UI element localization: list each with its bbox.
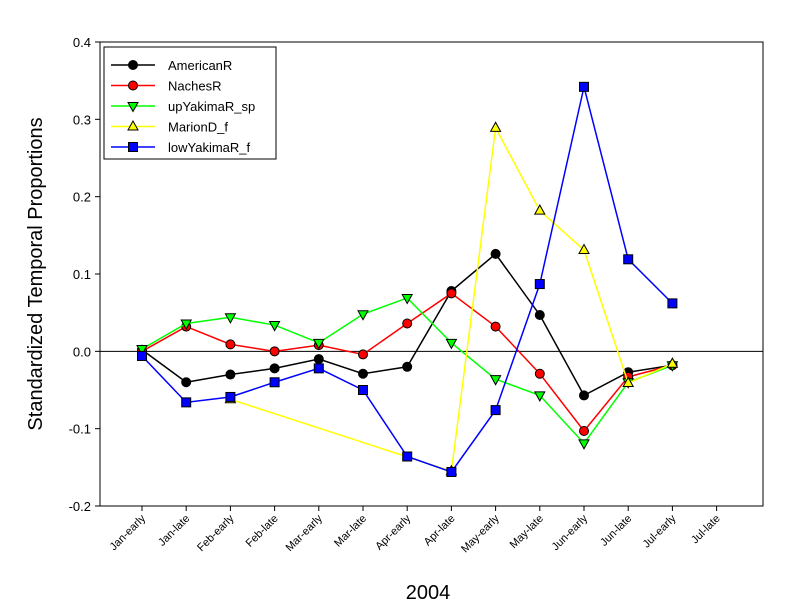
data-point (623, 254, 634, 265)
x-tick-label: May-late (508, 513, 546, 551)
legend-item: lowYakimaR_f (111, 140, 251, 155)
data-point (578, 243, 590, 255)
data-point (489, 375, 502, 386)
legend-marker (128, 60, 138, 70)
data-point (225, 369, 236, 380)
data-point (667, 298, 678, 309)
data-point (579, 81, 589, 92)
legend-label: NachesR (168, 79, 221, 94)
legend-marker (127, 102, 139, 113)
data-point (225, 339, 236, 350)
x-tick-label: Jun-late (598, 513, 634, 549)
y-tick-label: 0.4 (73, 35, 91, 50)
x-tick-label: Mar-early (284, 512, 326, 554)
data-point (534, 279, 545, 290)
data-point (312, 338, 325, 350)
data-point (489, 121, 502, 132)
legend-label: AmericanR (168, 58, 232, 73)
data-point (402, 451, 413, 462)
y-tick-label: 0.2 (73, 190, 91, 205)
legend-item: upYakimaR_sp (111, 99, 255, 114)
data-point (490, 248, 501, 259)
y-axis-title: Standardized Temporal Proportions (25, 117, 47, 430)
data-point (269, 363, 280, 374)
data-point (534, 309, 545, 320)
legend-marker (128, 80, 138, 91)
x-tick-label: Jan-early (108, 512, 149, 553)
data-point (137, 350, 147, 361)
data-point (533, 204, 546, 215)
y-axis: -0.2 -0.1 0.0 0.1 0.2 0.3 0.4 (69, 35, 100, 514)
data-point (181, 377, 192, 388)
x-tick-label: Jan-late (156, 513, 192, 549)
series-layer (136, 81, 679, 477)
data-point (402, 361, 413, 372)
data-point (268, 321, 281, 332)
data-point (445, 338, 458, 350)
x-tick-label: May-early (459, 512, 502, 555)
x-tick-label: Mar-late (332, 513, 369, 550)
data-point (534, 368, 545, 379)
legend-label: lowYakimaR_f (168, 140, 251, 155)
y-tick-label: 0.0 (73, 344, 91, 359)
data-point (358, 385, 368, 395)
data-point (225, 391, 236, 402)
data-point (579, 390, 589, 401)
y-tick-label: 0.1 (73, 267, 91, 282)
legend-label: upYakimaR_sp (168, 99, 255, 114)
data-point (446, 466, 457, 477)
legend-label: MarionD_f (168, 120, 228, 135)
legend-marker (127, 119, 139, 131)
x-axis-title: 2004 (406, 582, 451, 600)
data-point (490, 405, 501, 416)
data-point (136, 345, 148, 356)
x-axis: Jan-early Jan-late Feb-early Feb-late Mar-ea… (108, 506, 723, 555)
x-tick-label: Apr-early (373, 512, 413, 552)
y-tick-label: 0.3 (73, 112, 91, 127)
data-point (313, 354, 324, 365)
x-tick-label: Apr-late (422, 513, 458, 549)
data-point (401, 293, 414, 305)
series-lowYakimaR_f (137, 81, 678, 477)
data-point (402, 318, 413, 329)
data-point (578, 439, 590, 450)
data-point (269, 377, 280, 388)
data-point (224, 313, 237, 324)
x-tick-label: Feb-early (195, 512, 237, 554)
data-point (358, 368, 368, 379)
data-point (181, 397, 192, 408)
data-point (533, 391, 546, 402)
data-point (579, 425, 589, 436)
data-point (446, 288, 457, 299)
x-tick-label: Jun-early (550, 512, 591, 553)
x-tick-label: Feb-late (244, 513, 281, 550)
legend-item: NachesR (111, 79, 221, 94)
data-point (622, 376, 635, 388)
series-MarionD_f (224, 121, 679, 476)
data-point (269, 346, 280, 357)
data-point (180, 319, 193, 331)
legend: AmericanR NachesR upYakimaR_sp MarionD_flow… (103, 46, 277, 160)
y-tick-label: -0.1 (69, 422, 91, 437)
data-point (490, 321, 501, 332)
legend-marker (128, 142, 138, 152)
data-point (666, 357, 679, 368)
x-tick-label: Jul-early (641, 512, 679, 550)
data-point (313, 363, 324, 374)
legend-item: AmericanR (111, 58, 232, 73)
series-line (230, 125, 673, 473)
x-tick-label: Jul-late (689, 513, 723, 547)
y-tick-label: -0.2 (69, 499, 91, 514)
data-point (358, 349, 368, 360)
data-point (357, 310, 369, 321)
legend-item: MarionD_f (111, 120, 228, 135)
